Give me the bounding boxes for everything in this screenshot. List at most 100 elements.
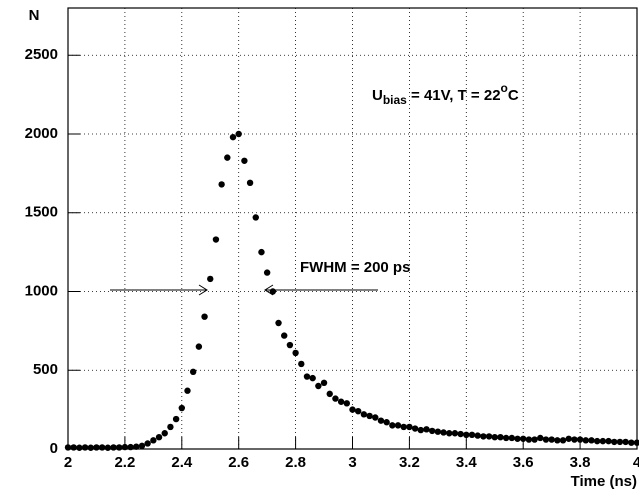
data-point xyxy=(224,154,231,161)
data-point xyxy=(377,417,385,424)
annotation-part: bias xyxy=(383,93,407,107)
y-tick-label: 2000 xyxy=(25,125,58,142)
data-point xyxy=(468,431,476,439)
data-point xyxy=(463,431,470,439)
data-point xyxy=(81,444,89,451)
data-point xyxy=(155,433,163,441)
data-point xyxy=(593,437,601,445)
data-point xyxy=(116,444,123,451)
data-point xyxy=(372,414,379,421)
data-point xyxy=(298,360,305,368)
data-point xyxy=(133,443,140,450)
data-point xyxy=(195,343,203,350)
x-axis-label: Time (ns) xyxy=(571,473,637,490)
data-point xyxy=(628,439,635,446)
data-point xyxy=(491,433,498,441)
data-point xyxy=(110,444,117,451)
data-point xyxy=(212,236,220,243)
x-tick-label: 3.8 xyxy=(570,454,591,471)
data-point xyxy=(121,443,129,451)
data-point xyxy=(502,434,510,442)
data-point xyxy=(434,428,442,435)
annotation-part: o xyxy=(501,81,508,95)
data-point xyxy=(428,427,436,435)
data-point xyxy=(514,435,521,442)
data-point xyxy=(531,436,538,443)
data-point xyxy=(218,181,225,188)
data-point xyxy=(542,436,550,443)
x-tick-label: 2 xyxy=(64,454,72,471)
data-point xyxy=(161,430,168,437)
data-point xyxy=(326,390,333,398)
data-point xyxy=(241,157,248,164)
data-point xyxy=(588,437,595,444)
data-point xyxy=(76,444,83,451)
data-point xyxy=(263,269,271,276)
data-point xyxy=(485,433,493,440)
data-point xyxy=(337,398,345,405)
annotation-part: C xyxy=(508,87,519,104)
data-point xyxy=(406,423,413,431)
data-point xyxy=(582,437,589,444)
data-point xyxy=(343,400,351,407)
y-tick-label: 500 xyxy=(33,361,58,378)
data-point xyxy=(440,429,447,436)
data-point xyxy=(622,438,629,446)
data-point xyxy=(446,430,453,437)
data-point xyxy=(127,443,134,451)
data-point xyxy=(281,332,288,339)
y-tick-label: 2500 xyxy=(25,46,58,63)
data-point xyxy=(178,404,185,412)
data-point xyxy=(633,439,639,446)
data-point xyxy=(554,437,561,444)
data-point xyxy=(138,442,146,450)
data-point xyxy=(64,444,72,451)
data-point xyxy=(383,419,390,426)
arrow-head xyxy=(198,284,208,296)
fwhm-arrows xyxy=(110,284,378,296)
data-point xyxy=(394,422,402,429)
data-point xyxy=(451,430,459,437)
data-point xyxy=(497,433,504,441)
annotation-part: U xyxy=(372,87,383,104)
data-point xyxy=(150,437,157,444)
data-point xyxy=(93,444,100,451)
data-point xyxy=(144,440,151,447)
data-point xyxy=(411,425,419,432)
data-point xyxy=(332,395,339,402)
data-point xyxy=(520,435,527,442)
data-point xyxy=(508,434,516,442)
data-point xyxy=(87,444,94,451)
data-point xyxy=(315,382,322,390)
data-point xyxy=(184,387,191,394)
data-point xyxy=(229,133,237,141)
x-tick-label: 4 xyxy=(633,454,639,471)
data-point xyxy=(201,313,208,320)
data-point xyxy=(565,435,572,442)
data-point xyxy=(611,438,618,446)
annotation: Ubias = 41V, T = 22oC xyxy=(372,81,519,107)
x-tick-label: 2.8 xyxy=(285,454,306,471)
data-point xyxy=(389,422,396,429)
data-point xyxy=(286,341,294,349)
data-point xyxy=(70,444,77,451)
data-point xyxy=(104,444,112,451)
x-tick-label: 3 xyxy=(348,454,356,471)
annotation-part: = 41V, T = 22 xyxy=(407,87,501,104)
data-point xyxy=(98,444,106,451)
data-point xyxy=(366,412,373,420)
data-point xyxy=(258,248,265,256)
data-point xyxy=(235,130,242,138)
x-tick-label: 2.4 xyxy=(171,454,193,471)
data-point xyxy=(167,423,174,431)
data-point xyxy=(303,373,311,380)
data-point xyxy=(309,374,316,382)
data-point xyxy=(172,415,180,423)
y-tick-label: 1500 xyxy=(25,204,58,221)
data-point xyxy=(207,275,214,283)
data-point xyxy=(559,437,567,444)
data-point xyxy=(571,436,578,443)
data-point xyxy=(246,179,254,187)
data-point xyxy=(548,436,555,443)
